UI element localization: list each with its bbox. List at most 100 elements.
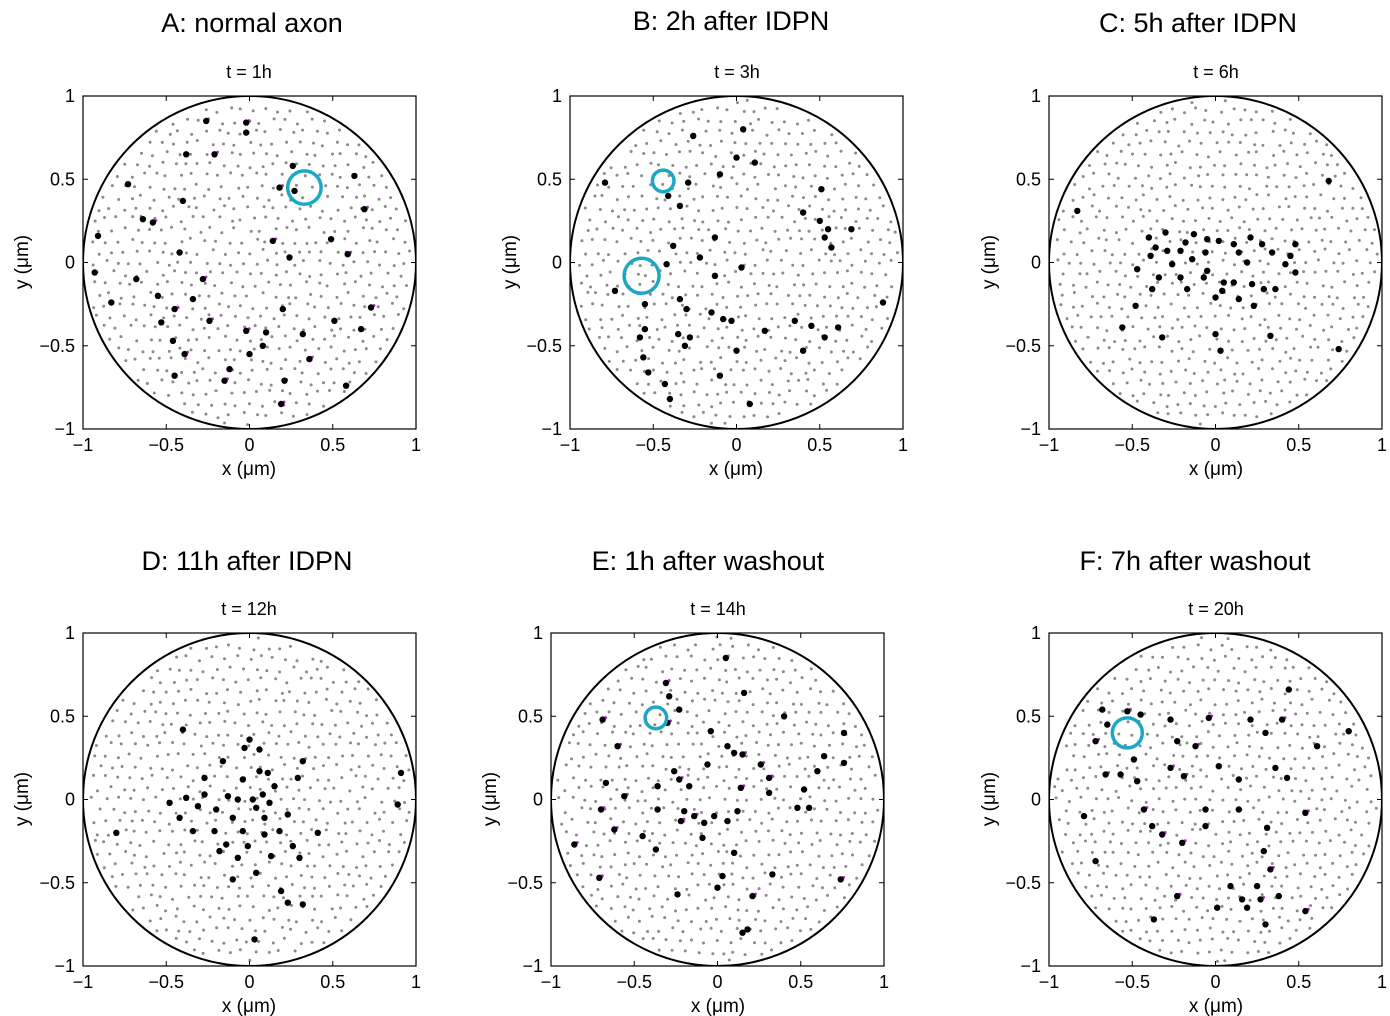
lattice-dot [306, 864, 309, 868]
lattice-dot [1293, 261, 1296, 265]
data-point [357, 325, 365, 333]
lattice-dot [788, 389, 792, 393]
lattice-dot [1282, 757, 1286, 761]
lattice-dot [264, 712, 268, 716]
data-point [1092, 857, 1099, 865]
lattice-dot [1316, 258, 1320, 262]
lattice-dot [577, 764, 581, 768]
lattice-dot [722, 952, 726, 956]
lattice-dot [1237, 722, 1240, 726]
lattice-dot [1327, 295, 1331, 299]
lattice-dot [709, 666, 713, 670]
lattice-dot [676, 721, 680, 725]
lattice-dot [356, 710, 360, 714]
lattice-dot [328, 261, 332, 265]
lattice-dot [860, 733, 864, 737]
data-point [1134, 778, 1141, 785]
lattice-dot [1269, 665, 1273, 669]
lattice-dot [282, 896, 285, 900]
lattice-dot [1227, 339, 1231, 343]
lattice-dot [1348, 806, 1351, 810]
lattice-dot [1351, 273, 1355, 276]
lattice-dot [728, 240, 732, 244]
lattice-dot [589, 873, 593, 877]
lattice-dot [1175, 833, 1179, 837]
lattice-dot [260, 184, 264, 188]
data-point [814, 768, 821, 775]
lattice-dot [710, 292, 714, 296]
lattice-dot [1117, 796, 1121, 799]
lattice-dot [1273, 656, 1277, 660]
lattice-dot [1169, 302, 1173, 306]
lattice-dot [299, 380, 303, 384]
lattice-dot [258, 765, 262, 769]
data-points [113, 726, 405, 943]
lattice-dot [283, 763, 286, 766]
lattice-dot [691, 284, 695, 288]
lattice-dot [208, 225, 212, 229]
lattice-dot [743, 252, 747, 256]
lattice-dot [1309, 345, 1313, 349]
data-point [1278, 716, 1286, 723]
lattice-dot [647, 382, 650, 386]
lattice-dot [1222, 688, 1225, 692]
lattice-dot [384, 228, 388, 232]
lattice-dot [692, 415, 696, 419]
data-point [199, 275, 207, 283]
lattice-dot [822, 909, 826, 912]
lattice-dot [236, 894, 240, 898]
data-point [224, 793, 232, 800]
lattice-dot [623, 905, 627, 909]
lattice-dot [194, 182, 198, 186]
lattice-dot [1102, 361, 1105, 365]
lattice-dot [617, 873, 621, 876]
data-point [139, 216, 147, 223]
lattice-dot [606, 687, 610, 691]
lattice-dot [1246, 951, 1250, 955]
lattice-dot [294, 228, 298, 232]
lattice-dot [661, 670, 665, 674]
lattice-dot [731, 950, 735, 954]
lattice-dot [1060, 789, 1064, 793]
lattice-dot [754, 215, 758, 219]
axon-boundary [1049, 96, 1382, 429]
lattice-dot [1158, 325, 1162, 329]
lattice-dot [318, 259, 322, 262]
lattice-dot [729, 151, 733, 155]
lattice-dot [333, 723, 337, 727]
lattice-dot [679, 788, 683, 792]
data-point [1214, 904, 1221, 911]
lattice-dot [700, 108, 704, 112]
data-point [711, 234, 719, 241]
lattice-dot [795, 690, 799, 694]
lattice-dot [1136, 164, 1140, 168]
lattice-dot [404, 219, 407, 223]
lattice-dot [1148, 209, 1152, 213]
lattice-dot [720, 754, 724, 758]
lattice-dot [263, 822, 267, 826]
x-tick-label: −0.5 [148, 972, 184, 992]
lattice-dot [1265, 166, 1269, 170]
lattice-dot [871, 797, 875, 801]
data-point [1205, 714, 1213, 722]
lattice-dot [870, 318, 874, 322]
lattice-dot [634, 358, 638, 362]
lattice-dot [1115, 161, 1119, 165]
lattice-dot [719, 139, 723, 143]
lattice-dot [1213, 678, 1217, 682]
lattice-dot [290, 150, 294, 154]
lattice-dot [1184, 883, 1188, 887]
lattice-dot [226, 755, 230, 759]
lattice-dot [1193, 822, 1197, 826]
lattice-dot [131, 215, 135, 219]
lattice-dot [636, 251, 640, 255]
lattice-dot [1182, 130, 1186, 134]
lattice-dot [744, 338, 748, 342]
data-point [730, 749, 738, 757]
lattice-dot [1056, 777, 1060, 781]
lattice-dot [655, 328, 659, 331]
lattice-dot [1288, 380, 1292, 384]
lattice-dot [94, 744, 98, 747]
lattice-dot [826, 724, 830, 728]
lattice-dot [207, 356, 211, 360]
